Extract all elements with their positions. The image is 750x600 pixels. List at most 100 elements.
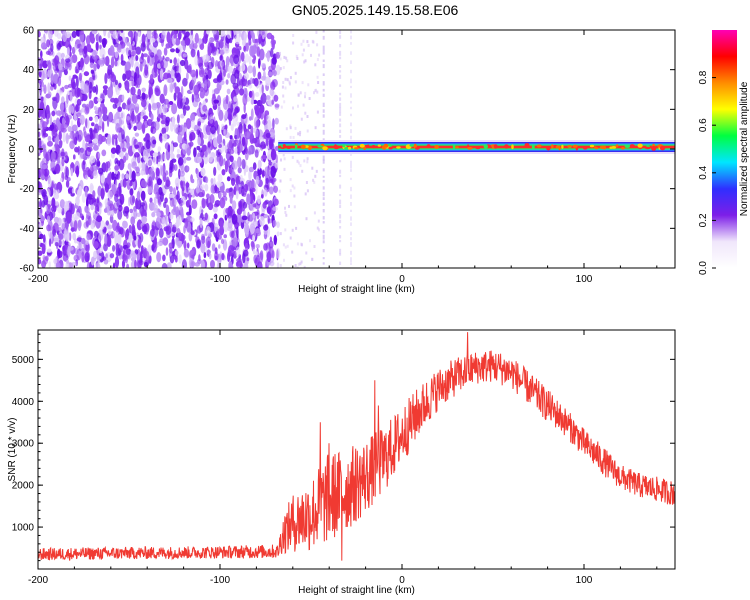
spectrogram-noise-cell — [212, 206, 218, 213]
spectrogram-noise-cell — [43, 168, 50, 177]
spectrogram-ytick-label: -20 — [20, 184, 35, 195]
spectrogram-noise-cell — [103, 30, 107, 37]
spectrogram-noise-cell — [190, 113, 196, 122]
spectrogram-noise-cell — [136, 255, 140, 261]
spectrogram-streak-cell — [339, 248, 342, 254]
spectrogram-noise-cell — [76, 189, 81, 199]
spectrogram-noise-cell — [40, 50, 43, 58]
spectrogram-noise-cell — [83, 84, 89, 95]
chart-title: GN05.2025.149.15.58.E06 — [291, 2, 459, 18]
spectrogram-noise-cell — [118, 233, 122, 239]
spectrogram-noise-cell — [274, 117, 279, 125]
spectrogram-noise-cell — [104, 182, 109, 193]
spectrogram-noise-cell — [170, 153, 175, 160]
spectrogram-noise-cell — [105, 253, 108, 259]
spectrogram-noise-cell — [71, 188, 75, 194]
spectrogram-noise-cell — [250, 179, 256, 191]
spectrogram-noise-cell — [126, 142, 130, 149]
spectrogram-noise-cell — [57, 76, 62, 87]
spectrogram-noise-cell — [83, 45, 88, 55]
spectrogram-noise-cell — [231, 213, 238, 225]
spectrogram-noise-cell — [206, 30, 210, 35]
spectrogram-noise-cell — [263, 224, 269, 231]
spectrogram-noise-cell — [106, 205, 111, 216]
spectrogram-noise-cell — [180, 234, 186, 241]
spectrogram-noise-cell — [117, 106, 122, 113]
tone-blob — [621, 147, 625, 150]
tone-blob — [426, 144, 431, 148]
spectrogram-faint-cell — [292, 41, 295, 45]
spectrogram-noise-cell — [217, 106, 221, 118]
spectrogram-noise-cell — [68, 232, 72, 242]
spectrogram-noise-cell — [90, 35, 95, 44]
spectrogram-streak-cell — [322, 59, 325, 62]
spectrogram-noise-cell — [233, 54, 240, 65]
spectrogram-noise-cell — [74, 87, 81, 98]
spectrogram-noise-cell — [158, 198, 162, 204]
spectrogram-noise-cell — [57, 189, 60, 194]
spectrogram-noise-cell — [215, 49, 220, 56]
spectrogram-noise-cell — [199, 184, 205, 190]
spectrogram-noise-cell — [106, 235, 112, 248]
spectrogram-noise-cell — [247, 124, 252, 130]
spectrogram-noise-cell — [273, 94, 279, 102]
spectrogram-noise-cell — [81, 103, 87, 108]
spectrogram-noise-cell — [210, 259, 215, 268]
spectrogram-noise-cell — [70, 167, 74, 177]
spectrogram-noise-cell — [266, 50, 270, 62]
spectrogram-noise-cell — [114, 256, 120, 268]
spectrogram-noise-cell — [87, 215, 92, 226]
spectrogram-streak-cell — [350, 186, 352, 192]
spectrogram-noise-cell — [126, 116, 131, 121]
spectrogram-noise-cell — [206, 249, 212, 254]
spectrogram-faint-cell — [282, 243, 285, 247]
spectrogram-noise-cell — [45, 30, 49, 35]
spectrogram-noise-cell — [152, 139, 157, 145]
spectrogram-noise-cell — [41, 200, 46, 208]
spectrogram-noise-cell — [60, 218, 65, 231]
spectrogram-noise-cell — [49, 115, 53, 126]
spectrogram-noise-cell — [202, 104, 208, 112]
spectrogram-noise-cell — [216, 95, 222, 107]
spectrogram-noise-cell — [169, 232, 175, 237]
spectrogram-streak-cell — [350, 222, 352, 226]
spectrogram-noise-cell — [112, 245, 116, 252]
spectrogram-noise-cell — [140, 179, 147, 188]
spectrogram-marks — [38, 30, 675, 268]
spectrogram-streak-cell — [322, 262, 325, 265]
spectrogram-noise-cell — [274, 103, 280, 108]
spectrogram-noise-cell — [117, 209, 123, 220]
spectrogram-noise-cell — [53, 30, 59, 37]
spectrogram-faint-cell — [318, 53, 321, 57]
spectrogram-noise-cell — [134, 172, 141, 177]
spectrogram-noise-cell — [90, 204, 94, 211]
spectrogram-noise-cell — [254, 105, 260, 116]
spectrogram-faint-cell — [284, 210, 287, 214]
spectrogram-noise-cell — [102, 58, 106, 64]
spectrogram-noise-cell — [174, 86, 181, 94]
spectrogram-noise-cell — [259, 48, 265, 61]
spectrogram-noise-cell — [242, 201, 248, 209]
spectrogram-streak-cell — [339, 135, 342, 138]
spectrogram-noise-cell — [199, 217, 203, 229]
spectrogram-noise-cell — [145, 139, 151, 150]
colorbar-ticks: 0.0 0.2 0.4 0.6 0.8 — [698, 70, 716, 275]
spectrogram-noise-cell — [183, 156, 187, 164]
spectrogram-noise-cell — [51, 197, 56, 209]
spectrogram-noise-cell — [166, 77, 173, 84]
spectrogram-noise-cell — [248, 214, 254, 222]
spectrogram-noise-cell — [225, 151, 232, 161]
spectrogram-faint-cell — [281, 85, 284, 89]
spectrogram-streak-cell — [322, 109, 325, 113]
colorbar-tick-label: 0.2 — [698, 213, 709, 227]
spectrogram-noise-cell — [236, 76, 240, 88]
spectrogram-faint-cell — [303, 265, 306, 268]
spectrogram-noise-cell — [47, 140, 53, 147]
spectrogram-streak-cell — [322, 102, 325, 107]
spectrogram-noise-cell — [204, 150, 208, 158]
spectrogram-noise-cell — [184, 217, 188, 229]
spectrogram-noise-cell — [43, 234, 46, 243]
spectrogram-streak-cell — [350, 216, 352, 221]
tone-blob — [483, 144, 488, 149]
spectrogram-noise-cell — [91, 50, 98, 60]
